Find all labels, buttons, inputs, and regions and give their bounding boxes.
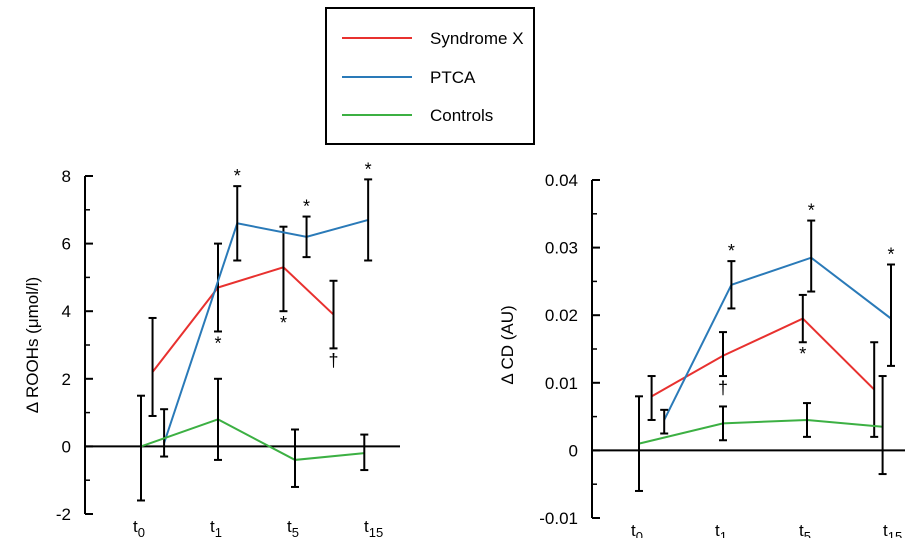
x-tick-label: t1 — [210, 517, 222, 538]
significance-marker: * — [365, 159, 372, 179]
chart-rooh: Δ ROOHs (μmol/l) -2 0 2 4 6 8 t0 t1 t5 t15 * * † * * * — [23, 159, 400, 538]
x-tick-label: t5 — [287, 517, 299, 538]
significance-marker: * — [808, 201, 815, 221]
significance-marker: * — [234, 166, 241, 186]
x-tick-label: t15 — [883, 521, 902, 538]
y-tick-label: 0 — [569, 441, 578, 460]
series-line-syndrome_x — [651, 317, 875, 398]
y-tick-label: -0.01 — [539, 509, 578, 528]
significance-marker: * — [280, 313, 287, 333]
x-tick-label: t0 — [133, 517, 145, 538]
y-tick-label: 0.03 — [545, 239, 578, 258]
series-line-controls — [140, 418, 365, 461]
x-tick-label: t1 — [715, 521, 727, 538]
y-axis-title: Δ CD (AU) — [498, 305, 517, 384]
x-tick-label: t5 — [799, 521, 811, 538]
significance-marker: * — [214, 333, 221, 353]
series-line-syndrome_x — [151, 266, 335, 373]
significance-marker: * — [303, 197, 310, 217]
legend-label-controls: Controls — [430, 106, 493, 125]
y-tick-label: 4 — [62, 302, 71, 321]
chart-cd: Δ CD (AU) -0.01 0 0.01 0.02 0.03 0.04 t0 t1 t5 t1… — [498, 171, 905, 538]
significance-marker: * — [799, 344, 806, 364]
y-tick-label: 0 — [62, 437, 71, 456]
y-tick-label: 0.02 — [545, 306, 578, 325]
x-tick-label: t0 — [631, 521, 643, 538]
significance-marker: † — [328, 350, 338, 370]
y-tick-label: 2 — [62, 370, 71, 389]
y-tick-label: -2 — [56, 505, 71, 524]
series-line-controls — [638, 418, 883, 445]
y-tick-label: 6 — [62, 235, 71, 254]
y-tick-label: 8 — [62, 167, 71, 186]
significance-marker: † — [718, 378, 728, 398]
legend-label-syndrome-x: Syndrome X — [430, 29, 524, 48]
significance-marker: * — [887, 245, 894, 265]
series-line-ptca — [663, 256, 892, 421]
y-axis-title: Δ ROOHs (μmol/l) — [23, 277, 42, 413]
y-tick-label: 0.01 — [545, 374, 578, 393]
series-line-ptca — [163, 218, 369, 444]
x-tick-label: t15 — [364, 517, 383, 538]
legend: Syndrome X PTCA Controls — [325, 7, 535, 145]
y-tick-label: 0.04 — [545, 171, 578, 190]
significance-marker: * — [728, 241, 735, 261]
legend-label-ptca: PTCA — [430, 68, 476, 87]
